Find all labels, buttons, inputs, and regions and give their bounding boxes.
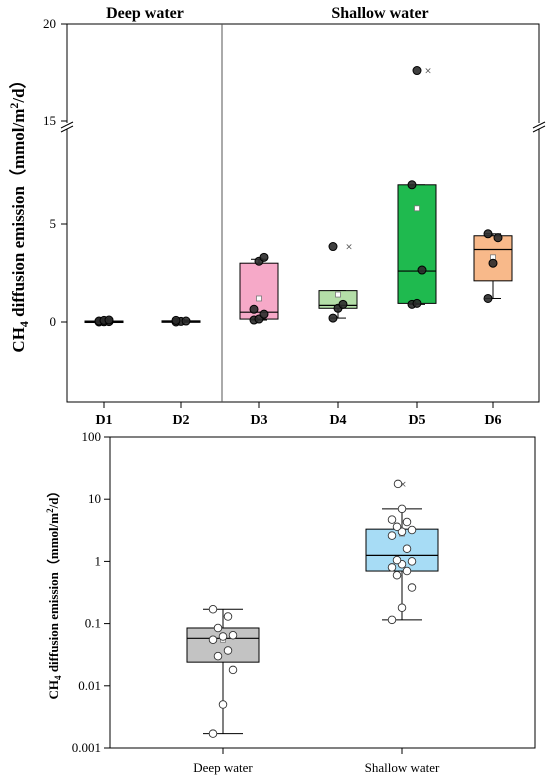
point-d4-2: [338, 299, 348, 309]
point-d5-2: [417, 265, 427, 275]
point-shallow-water-15: [387, 515, 397, 524]
point-deep-water-0: [208, 729, 218, 738]
top-y-axis-label: CH4 diffusion emission（mmol/m2/d）: [7, 71, 31, 352]
point-deep-water-2: [228, 665, 238, 675]
mean-marker-d5: [414, 205, 420, 212]
outlier-marker-d5-0: ×: [424, 67, 432, 77]
point-d4-0: [328, 313, 338, 323]
bottom-y-tick-4: 10: [88, 491, 101, 506]
x-label-d1: D1: [95, 413, 112, 428]
bottom-y-tick-1: 0.01: [78, 678, 101, 693]
point-shallow-water-3: [392, 570, 402, 580]
point-shallow-water-7: [407, 557, 417, 566]
bottom-y-tick-0: 0.001: [72, 740, 101, 755]
point-deep-water-5: [208, 635, 218, 644]
top-y-tick-5: 5: [50, 216, 57, 231]
mean-marker-d4: [335, 291, 341, 298]
x-label-shallow-water: Shallow water: [365, 760, 440, 775]
point-shallow-water-0: [387, 615, 397, 625]
point-deep-water-3: [213, 651, 223, 661]
x-label-d3: D3: [250, 413, 267, 428]
box-d5: [397, 184, 437, 304]
point-deep-water-8: [213, 623, 223, 633]
outlier-marker-d4-0: ×: [345, 243, 353, 253]
point-shallow-water-8: [392, 555, 402, 565]
bottom-y-tick-5: 100: [82, 429, 102, 444]
bottom-boxplots: ×: [186, 479, 439, 738]
bottom-y-ticks: 0.001 0.01 0.1 1 10 100: [72, 429, 110, 755]
point-shallow-water-4: [402, 566, 412, 576]
bottom-y-tick-3: 1: [95, 553, 102, 568]
x-label-d5: D5: [408, 413, 425, 428]
x-label-d6: D6: [484, 413, 501, 428]
point-d6-2: [493, 233, 503, 243]
point-shallow-water-9: [402, 544, 412, 553]
point-d4-3: [328, 242, 338, 252]
group-label-shallow: Shallow water: [331, 5, 428, 22]
top-boxplots: ××: [84, 66, 513, 327]
point-shallow-water-12: [407, 525, 417, 535]
point-deep-water-9: [223, 612, 233, 621]
point-deep-water-1: [218, 700, 228, 709]
axis-break-right: [532, 121, 546, 133]
point-d6-1: [488, 258, 498, 268]
point-deep-water-7: [228, 630, 238, 640]
x-label-d2: D2: [172, 413, 189, 428]
point-d5-4: [412, 66, 422, 76]
point-shallow-water-11: [397, 527, 407, 536]
x-label-deep-water: Deep water: [193, 760, 253, 775]
group-label-deep: Deep water: [106, 5, 184, 22]
top-x-labels: D1 D2 D3 D4 D5 D6: [95, 413, 501, 428]
point-d2-2: [181, 316, 191, 326]
point-d5-1: [412, 298, 422, 308]
x-label-d4: D4: [329, 413, 346, 428]
point-d3-2: [259, 309, 269, 319]
bottom-panel: 0.001 0.01 0.1 1 10 100 Deep water Shallow wa…: [45, 429, 536, 775]
point-deep-water-4: [223, 646, 233, 655]
point-d3-3: [249, 304, 259, 314]
outlier-marker-shallow-water-0: ×: [399, 480, 407, 490]
point-d2-3: [171, 315, 181, 325]
point-shallow-water-16: [397, 504, 407, 514]
point-d3-5: [259, 252, 269, 262]
top-plot-frame: [66, 23, 540, 403]
point-deep-water-6: [218, 632, 228, 641]
point-shallow-water-17: [393, 479, 403, 489]
top-y-ticks: 20 15 5 0: [43, 16, 67, 329]
point-shallow-water-5: [387, 563, 397, 572]
point-d6-3: [483, 229, 493, 239]
axis-break-left: [60, 121, 74, 133]
point-d6-0: [483, 293, 493, 303]
point-d1-5: [104, 315, 114, 325]
bottom-y-axis-label: CH4 diffusion emission（mmol/m2/d）: [45, 485, 63, 700]
point-shallow-water-10: [387, 531, 397, 540]
point-d5-3: [407, 180, 417, 190]
top-y-tick-20: 20: [43, 16, 56, 31]
point-shallow-water-14: [402, 517, 412, 527]
point-shallow-water-2: [407, 583, 417, 592]
box-d3: [239, 262, 279, 320]
bottom-y-tick-2: 0.1: [85, 616, 101, 631]
point-shallow-water-1: [397, 603, 407, 612]
top-x-ticks: [103, 402, 494, 408]
mean-marker-d3: [256, 295, 262, 302]
top-panel: Deep water Shallow water 20 15 5 0 D1: [7, 5, 546, 428]
point-deep-water-10: [208, 605, 218, 614]
top-y-tick-15: 15: [43, 113, 56, 128]
top-y-tick-0: 0: [50, 314, 57, 329]
point-shallow-water-13: [392, 522, 402, 532]
bottom-plot-frame: [109, 436, 536, 749]
